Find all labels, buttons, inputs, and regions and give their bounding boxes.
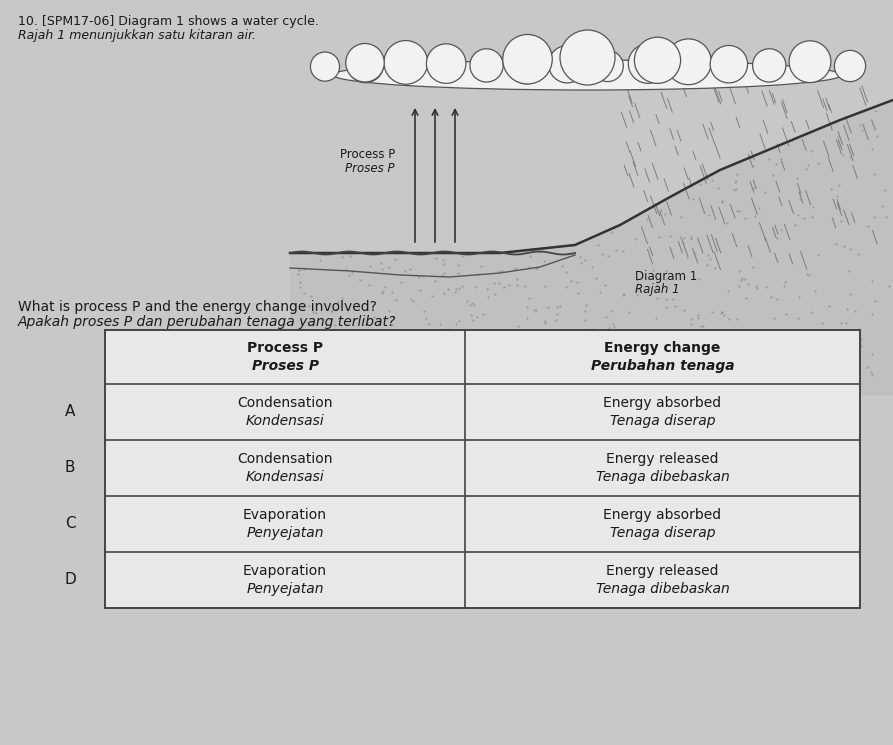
Text: Rajah 1 menunjukkan satu kitaran air.: Rajah 1 menunjukkan satu kitaran air. (18, 29, 256, 42)
Text: Energy released: Energy released (606, 564, 719, 578)
Text: Penyejatan: Penyejatan (246, 582, 324, 596)
Circle shape (834, 51, 865, 82)
FancyBboxPatch shape (0, 25, 893, 395)
Text: Tenaga dibebaskan: Tenaga dibebaskan (596, 582, 730, 596)
Text: Condensation: Condensation (238, 396, 333, 410)
Text: Tenaga diserap: Tenaga diserap (610, 526, 715, 540)
Text: Tenaga dibebaskan: Tenaga dibebaskan (596, 470, 730, 484)
Circle shape (384, 40, 428, 84)
Circle shape (503, 34, 552, 84)
Text: Process P: Process P (247, 341, 323, 355)
Circle shape (506, 42, 547, 83)
Text: Rajah 1: Rajah 1 (635, 283, 680, 296)
Text: Energy released: Energy released (606, 452, 719, 466)
Circle shape (347, 46, 384, 83)
Circle shape (592, 51, 623, 82)
Text: Diagram 1: Diagram 1 (635, 270, 697, 283)
Circle shape (710, 45, 747, 83)
Circle shape (795, 52, 824, 81)
Circle shape (629, 44, 668, 83)
Text: Condensation: Condensation (238, 452, 333, 466)
Text: Apakah proses P dan perubahan tenaga yang terlibat?: Apakah proses P dan perubahan tenaga yan… (18, 315, 396, 329)
Circle shape (753, 48, 786, 82)
Circle shape (548, 45, 586, 83)
Text: Energy change: Energy change (605, 341, 721, 355)
FancyBboxPatch shape (105, 330, 860, 608)
Text: Evaporation: Evaporation (243, 564, 327, 578)
Text: Energy absorbed: Energy absorbed (604, 396, 722, 410)
Text: 10. [SPM17-06] Diagram 1 shows a water cycle.: 10. [SPM17-06] Diagram 1 shows a water c… (18, 15, 319, 28)
Circle shape (311, 52, 339, 81)
Circle shape (346, 43, 384, 82)
Text: What is process P and the energy change involved?: What is process P and the energy change … (18, 300, 377, 314)
Polygon shape (290, 100, 893, 395)
Text: A: A (65, 405, 75, 419)
Circle shape (789, 41, 830, 83)
Text: Penyejatan: Penyejatan (246, 526, 324, 540)
Text: Proses P: Proses P (346, 162, 395, 174)
Text: D: D (64, 572, 76, 588)
Circle shape (560, 30, 615, 85)
Ellipse shape (333, 60, 842, 90)
Circle shape (634, 37, 680, 83)
Text: Perubahan tenaga: Perubahan tenaga (590, 359, 734, 373)
Text: Energy absorbed: Energy absorbed (604, 508, 722, 522)
Text: B: B (65, 460, 75, 475)
Text: Process P: Process P (339, 148, 395, 162)
Text: C: C (64, 516, 75, 531)
Text: Kondensasi: Kondensasi (246, 414, 324, 428)
Circle shape (470, 48, 503, 82)
Circle shape (426, 44, 466, 83)
Text: Tenaga diserap: Tenaga diserap (610, 414, 715, 428)
Circle shape (665, 39, 712, 85)
Text: Kondensasi: Kondensasi (246, 470, 324, 484)
Text: Evaporation: Evaporation (243, 508, 327, 522)
Text: Proses P: Proses P (252, 359, 319, 373)
